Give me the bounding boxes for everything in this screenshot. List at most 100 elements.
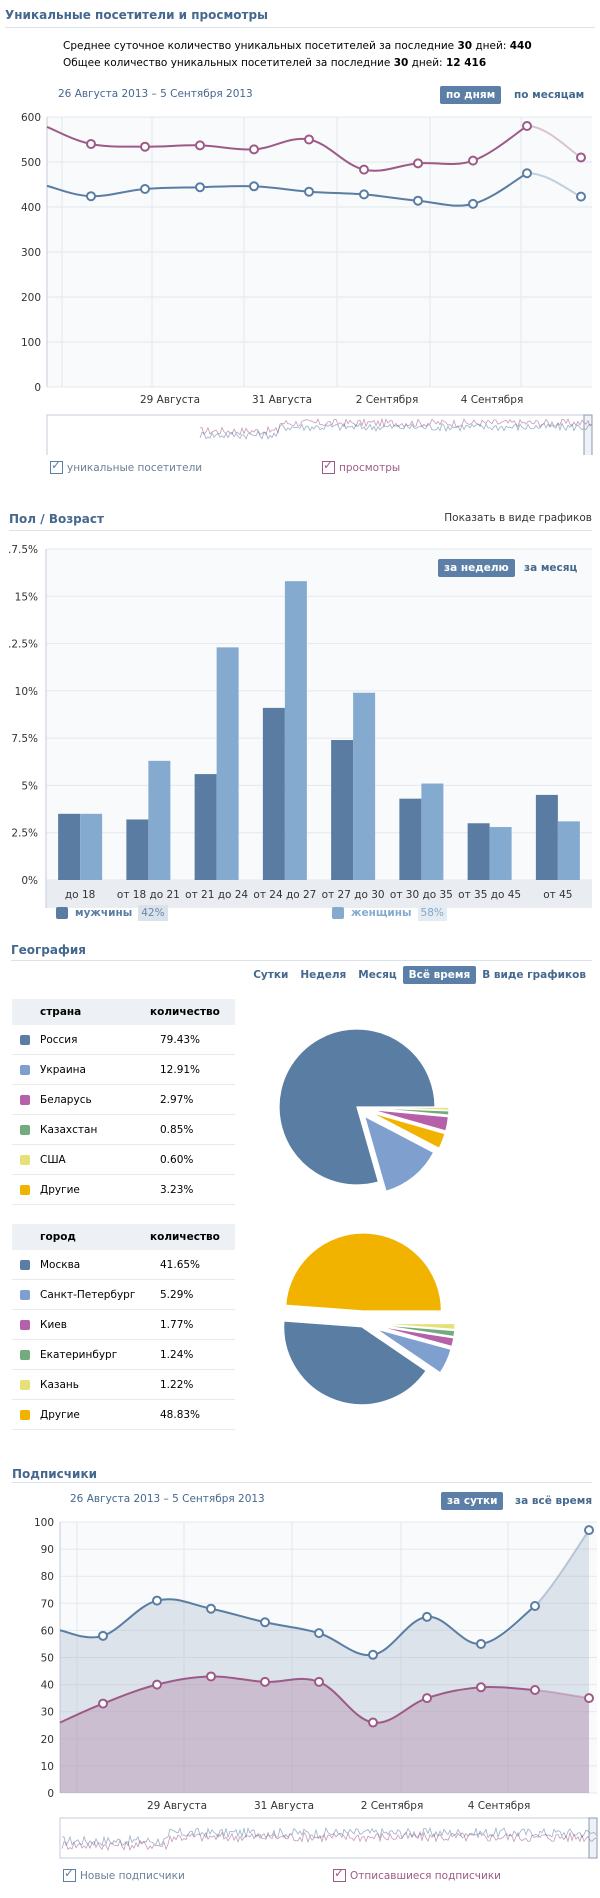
data-point [140, 184, 150, 194]
table-row: Екатеринбург 1.24% [12, 1340, 235, 1370]
data-point [422, 1693, 432, 1704]
data-point [98, 1698, 108, 1709]
data-point [522, 121, 532, 131]
male-swatch [56, 907, 68, 919]
row-name: Санкт-Петербург [40, 1288, 136, 1301]
pie-slice [285, 1232, 443, 1312]
y-tick-label: 400 [21, 202, 41, 214]
color-swatch [20, 1259, 30, 1270]
tab-week[interactable]: Неделя [300, 969, 347, 981]
y-tick-label: 0 [47, 1788, 54, 1800]
country-pie [278, 1028, 450, 1193]
y-tick-label: 500 [21, 157, 41, 169]
x-tick-label: 29 Августа [147, 1800, 207, 1812]
row-value: 5.29% [160, 1288, 194, 1301]
color-swatch [20, 1184, 30, 1195]
navigator-handle [588, 1817, 598, 1859]
by-months-button[interactable]: по месяцам [514, 89, 585, 101]
y-tick-label: 20 [41, 1734, 54, 1746]
data-point [260, 1676, 270, 1687]
pie-slice [370, 1106, 450, 1111]
legend-female[interactable]: женщины 58% [332, 905, 447, 921]
data-point [530, 1685, 540, 1696]
table-row: Другие 48.83% [12, 1400, 235, 1430]
navigator-handle [583, 414, 593, 455]
pie-slice [283, 1320, 427, 1406]
data-point [249, 181, 259, 192]
y-tick-label: 10 [41, 1761, 54, 1773]
data-point [468, 198, 478, 209]
data-point [152, 1595, 162, 1606]
bar [216, 647, 239, 880]
series-line [46, 125, 528, 172]
y-tick-label: 70 [41, 1598, 54, 1610]
all-time-button[interactable]: за всё время [515, 1495, 593, 1507]
per-day-button[interactable]: за сутки [441, 1492, 504, 1510]
male-percent-badge: 42% [138, 905, 168, 921]
tab-month[interactable]: Месяц [358, 969, 397, 981]
data-point [368, 1649, 378, 1660]
data-point [206, 1603, 216, 1614]
show-as-graphs-link[interactable]: Показать в виде графиков [444, 512, 592, 524]
tab-day[interactable]: Сутки [253, 969, 289, 981]
navigator-line [199, 417, 593, 436]
x-tick-label: 4 Сентября [468, 1800, 531, 1812]
tab-as-graphs[interactable]: В виде графиков [482, 969, 586, 981]
row-name: Казахстан [40, 1123, 98, 1136]
y-tick-label: 5% [21, 780, 38, 792]
table-row: Россия 79.43% [12, 1025, 235, 1055]
data-point [522, 168, 532, 179]
series-area [60, 1530, 589, 1793]
x-tick-label: 4 Сентября [461, 394, 524, 406]
visitors-chart: 0 100 200 300 400 500 600 29 Августа 31 Августа 2… [21, 112, 593, 455]
y-tick-label: 30 [41, 1707, 54, 1719]
row-name: Москва [40, 1258, 81, 1271]
tab-all-time[interactable]: Всё время [402, 966, 477, 984]
row-value: 3.23% [160, 1183, 194, 1196]
series-line-projected [534, 1529, 590, 1607]
subs-chart: 0 10 20 30 40 50 60 70 80 90 100 29 Августа 31 Авгус… [34, 1517, 598, 1859]
date-range: 26 Августа 2013 – 5 Сентября 2013 [70, 1493, 265, 1505]
series-line [59, 1675, 536, 1724]
data-point [584, 1693, 594, 1704]
table-row: Казань 1.22% [12, 1370, 235, 1400]
data-point [195, 182, 205, 193]
table-row: Украина 12.91% [12, 1055, 235, 1085]
navigator-line [199, 421, 593, 440]
divider [9, 530, 592, 531]
pie-slice [363, 1115, 435, 1193]
checkbox-checked-icon[interactable] [333, 1866, 346, 1882]
bar [535, 794, 558, 880]
bar [80, 813, 103, 880]
series-line [59, 1598, 536, 1657]
x-tick-label: 2 Сентября [356, 394, 419, 406]
pie-slice [369, 1111, 446, 1150]
visitors-section-title: Уникальные посетители и просмотры [5, 8, 268, 22]
checkbox-checked-icon[interactable] [63, 1866, 76, 1882]
legend-unsubscribed[interactable]: Отписавшиеся подписчики [333, 1866, 501, 1882]
legend-male[interactable]: мужчины 42% [56, 905, 168, 921]
y-tick-label: 15% [15, 591, 38, 603]
legend-unique-visitors[interactable]: уникальные посетители [50, 458, 202, 474]
avg-daily-stat: Среднее суточное количество уникальных п… [63, 40, 532, 52]
table-header: город количество [12, 1224, 235, 1250]
color-swatch [20, 1154, 30, 1165]
x-tick-label: от 24 до 27 [253, 889, 316, 901]
checkbox-checked-icon[interactable] [322, 458, 335, 474]
week-button[interactable]: за неделю [438, 559, 515, 577]
age-chart: 0% 2.5% 5% 7.5% 10% .2.5% 15% .7.5% до 18 от 18 д… [8, 544, 592, 908]
row-name: Другие [40, 1183, 80, 1196]
y-tick-label: 0 [34, 382, 41, 394]
data-point [413, 195, 423, 206]
y-tick-label: 50 [41, 1653, 54, 1665]
legend-views[interactable]: просмотры [322, 458, 400, 474]
legend-new-subs[interactable]: Новые подписчики [63, 1866, 185, 1882]
checkbox-checked-icon[interactable] [50, 458, 63, 474]
geo-tabs: Сутки Неделя Месяц Всё время В виде граф… [247, 966, 592, 984]
city-pie [283, 1232, 456, 1406]
by-days-button[interactable]: по дням [440, 86, 502, 104]
table-row: Беларусь 2.97% [12, 1085, 235, 1115]
row-value: 41.65% [160, 1258, 201, 1271]
series-line [46, 172, 528, 207]
month-button[interactable]: за месяц [524, 562, 578, 574]
